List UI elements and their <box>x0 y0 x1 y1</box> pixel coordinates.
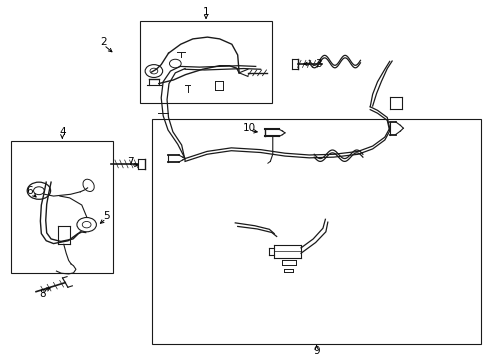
Text: 10: 10 <box>244 123 256 133</box>
Text: 8: 8 <box>40 289 46 299</box>
Text: 4: 4 <box>59 127 66 137</box>
Text: 9: 9 <box>313 346 320 356</box>
Text: 5: 5 <box>103 211 109 221</box>
Text: 1: 1 <box>203 7 209 17</box>
Text: 2: 2 <box>100 37 107 48</box>
Bar <box>11 141 114 273</box>
Bar <box>140 21 272 103</box>
Text: 7: 7 <box>127 157 134 167</box>
Text: 6: 6 <box>26 186 33 196</box>
Text: 3: 3 <box>315 59 321 69</box>
Bar <box>152 119 481 344</box>
